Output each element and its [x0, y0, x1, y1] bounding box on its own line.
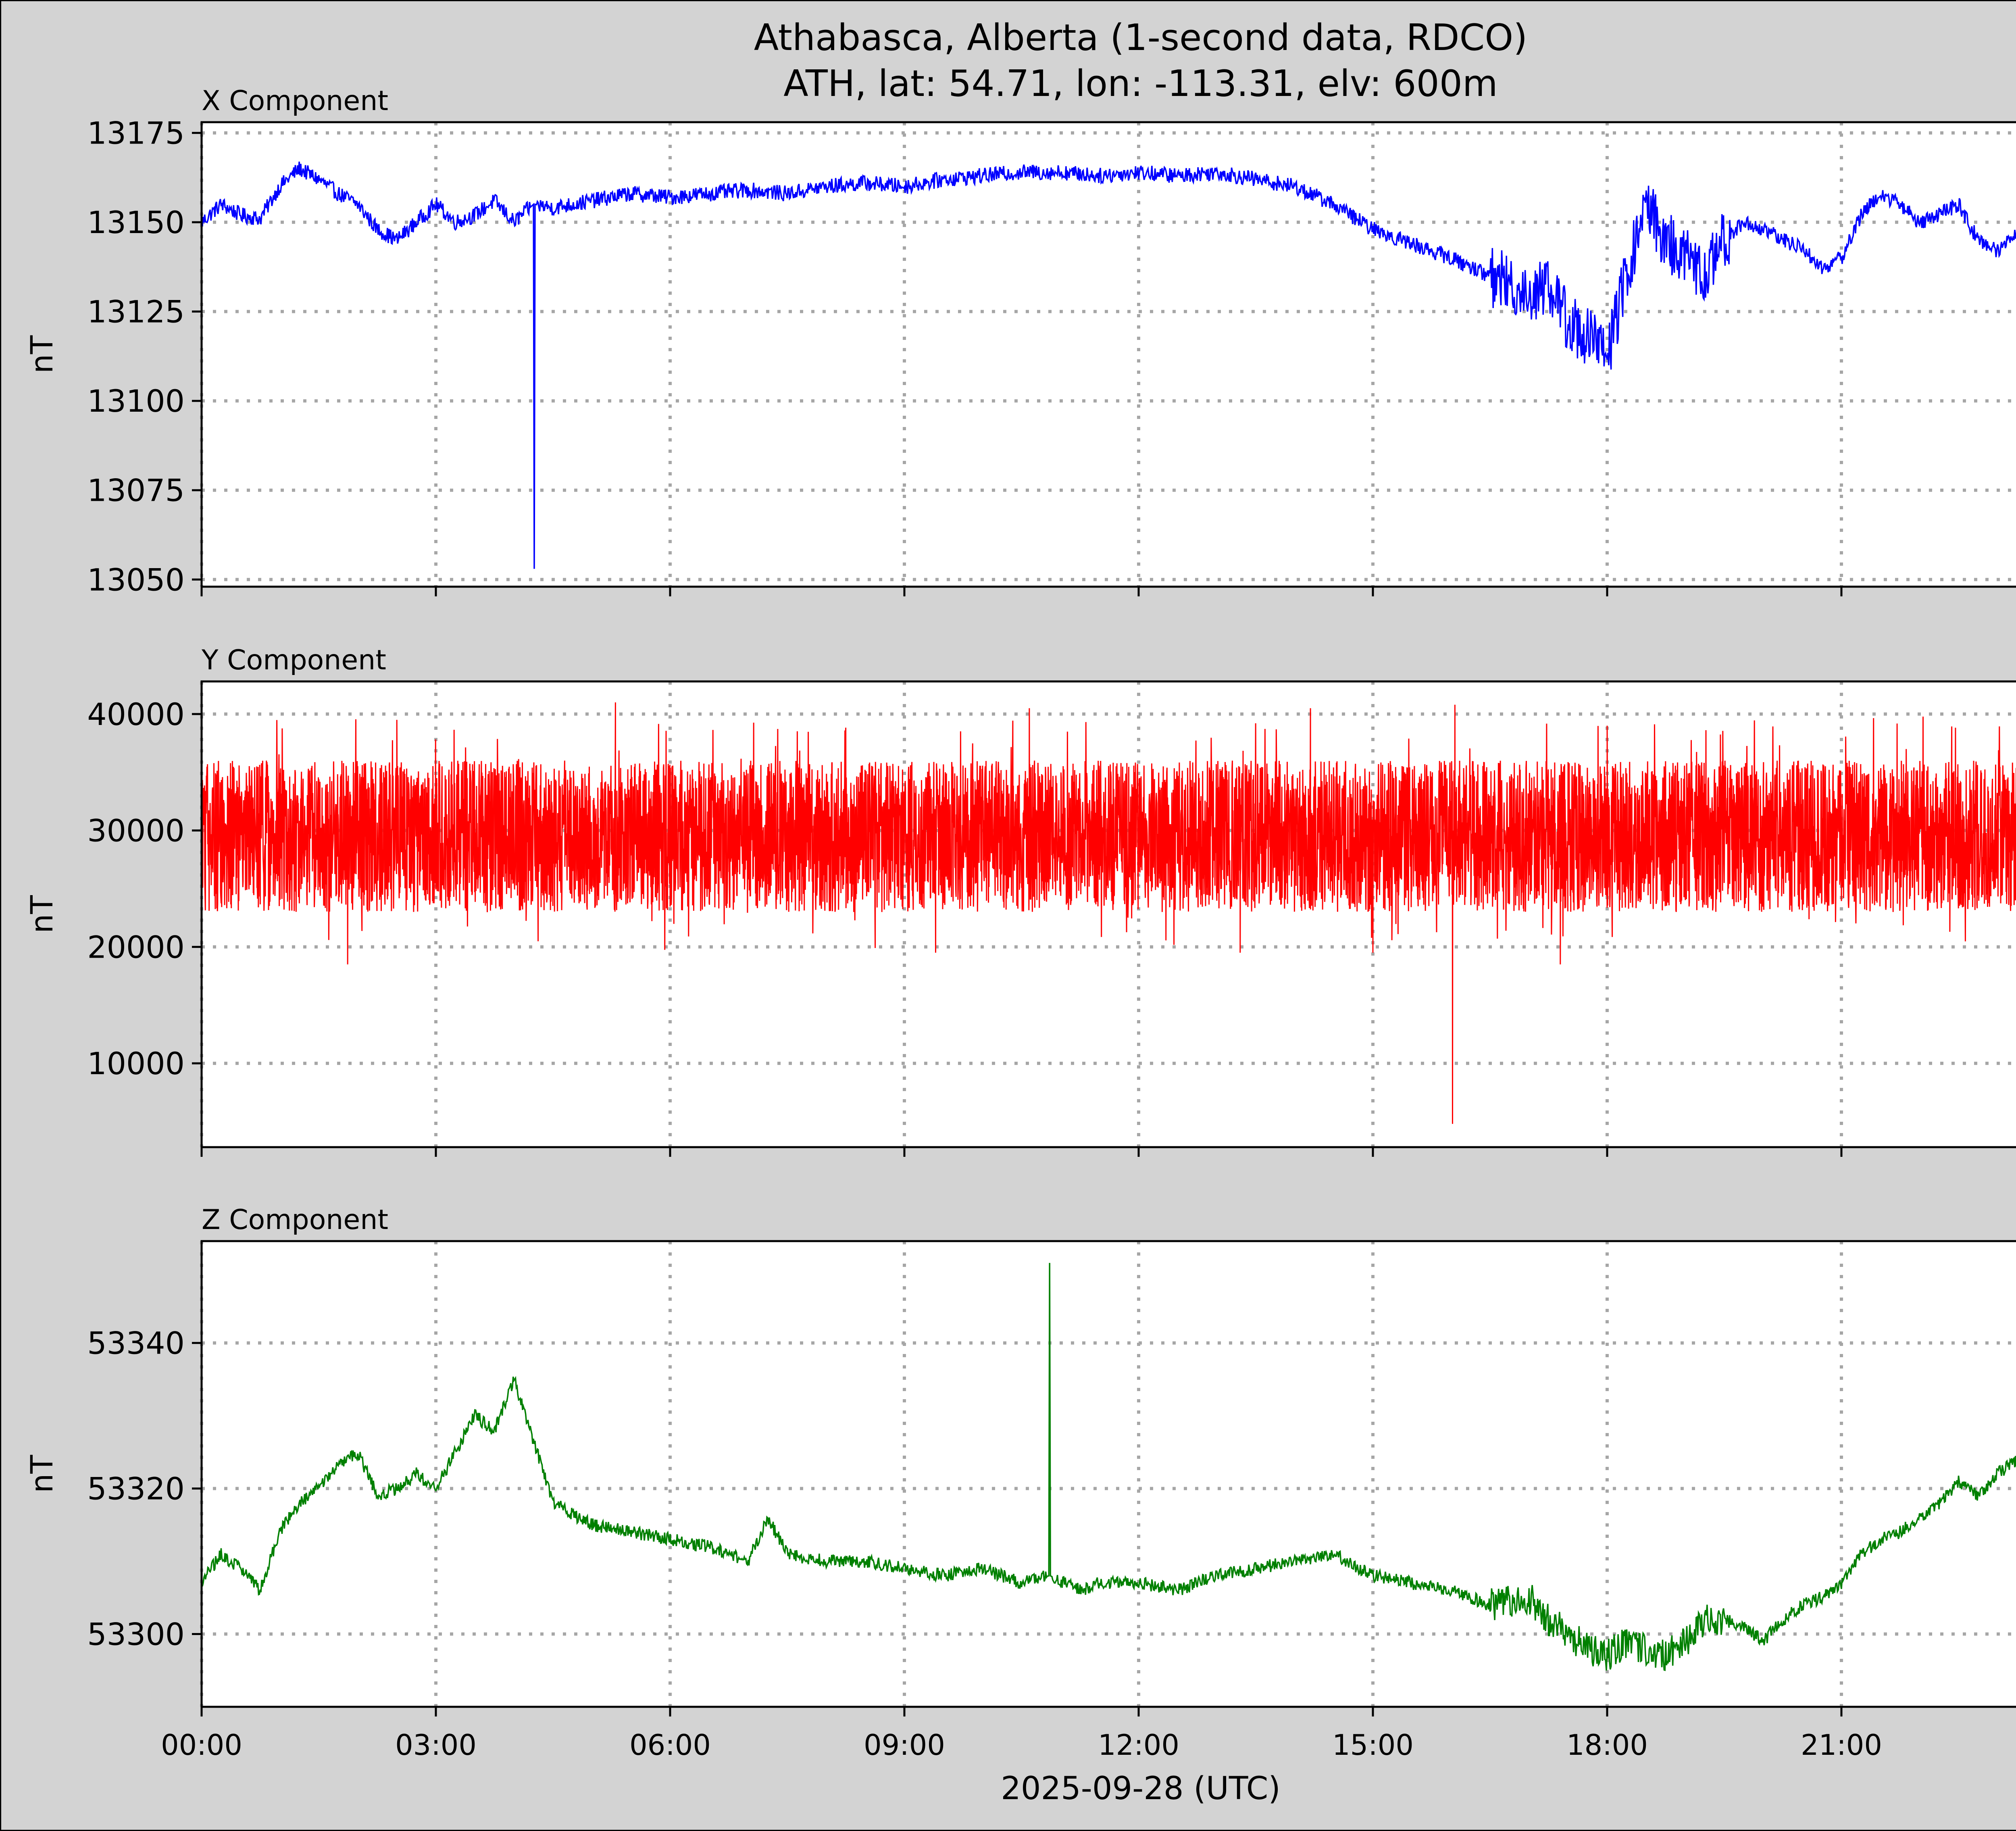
plot-area	[202, 1241, 2016, 1707]
y-axis-label: nT	[24, 335, 60, 373]
y-tick-label: 53300	[87, 1616, 185, 1652]
y-axis-label: nT	[24, 1455, 60, 1493]
y-tick-label: 13125	[87, 294, 185, 330]
panel-title: X Component	[202, 85, 388, 117]
panel-x-component: 13050 13075 13100 13125 13150 13175 X Componen…	[24, 85, 2016, 598]
x-axis-tick-labels: 00:00 03:00 06:00 09:00 12:00 15:00 18:00 21:00	[161, 1729, 1882, 1762]
panel-y-component: 10000 20000 30000 40000 Y Component nT	[24, 644, 2016, 1157]
plot-area	[202, 681, 2016, 1147]
y-tick-label: 40000	[87, 696, 185, 732]
panel-title: Z Component	[202, 1204, 388, 1236]
x-tick-label: 21:00	[1801, 1729, 1882, 1762]
y-tick-label: 13150	[87, 204, 185, 240]
x-axis-label: 2025-09-28 (UTC)	[1001, 1771, 1281, 1807]
y-tick-label: 13075	[87, 473, 185, 508]
x-tick-label: 03:00	[395, 1729, 477, 1762]
series-line-x	[202, 161, 2016, 569]
figure-title-line2: ATH, lat: 54.71, lon: -113.31, elv: 600m	[783, 62, 1497, 105]
panel-title: Y Component	[201, 644, 386, 676]
y-tick-label: 53340	[87, 1325, 185, 1361]
y-tick-label: 13100	[87, 383, 185, 419]
figure-title-line1: Athabasca, Alberta (1-second data, RDCO)	[754, 17, 1528, 59]
y-tick-label: 13050	[87, 562, 185, 598]
y-tick-label: 13175	[87, 115, 185, 151]
plot-area	[202, 122, 2016, 587]
y-tick-label: 30000	[87, 813, 185, 849]
x-tick-label: 00:00	[161, 1729, 242, 1762]
panel-z-component: 53300 53320 53340 Z Component nT	[24, 1204, 2016, 1716]
series-line-y	[202, 702, 2016, 1124]
y-tick-label: 20000	[87, 929, 185, 965]
y-axis-label: nT	[24, 895, 60, 933]
x-tick-label: 15:00	[1332, 1729, 1414, 1762]
x-tick-label: 06:00	[629, 1729, 711, 1762]
x-tick-label: 12:00	[1098, 1729, 1179, 1762]
y-tick-label: 10000	[87, 1046, 185, 1081]
x-tick-label: 18:00	[1566, 1729, 1648, 1762]
y-tick-label: 53320	[87, 1471, 185, 1507]
x-tick-label: 09:00	[864, 1729, 945, 1762]
series-line-z	[202, 1263, 2016, 1671]
